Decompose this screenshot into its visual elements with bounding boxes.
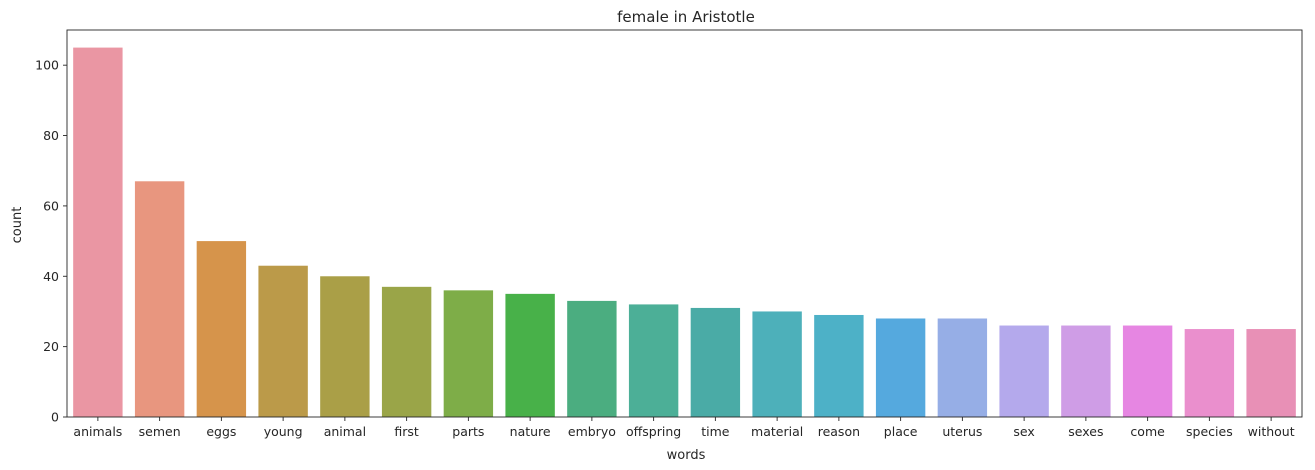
- x-tick-label: without: [1248, 424, 1295, 439]
- x-tick-label: animals: [73, 424, 122, 439]
- y-tick-label: 40: [43, 269, 59, 284]
- bar-offspring: [628, 304, 679, 417]
- bar-material: [752, 311, 802, 417]
- bar-eggs: [196, 241, 247, 417]
- plot-area: [73, 47, 1296, 417]
- x-tick-label: first: [394, 424, 419, 439]
- x-axis-label: words: [667, 448, 706, 463]
- x-tick-label: offspring: [626, 424, 681, 439]
- x-tick-label: species: [1186, 424, 1233, 439]
- x-tick-label: time: [701, 424, 730, 439]
- bar-uterus: [937, 318, 988, 417]
- x-tick-label: animal: [324, 424, 366, 439]
- plot-frame: [66, 29, 1303, 418]
- bar-sexes: [1061, 325, 1111, 417]
- x-tick-label: place: [884, 424, 918, 439]
- bar-without: [1246, 329, 1296, 417]
- chart-title: female in Aristotle: [617, 8, 755, 26]
- x-tick-label: sex: [1013, 424, 1034, 439]
- x-axis: animals semen eggs young animal first parts nat…: [73, 417, 1295, 439]
- bar-animals: [73, 47, 123, 417]
- y-tick-label: 60: [43, 198, 59, 213]
- x-tick-label: sexes: [1068, 424, 1103, 439]
- y-tick-label: 80: [43, 128, 59, 143]
- x-tick-label: reason: [818, 424, 860, 439]
- y-axis: 0 20 40 60 80 100: [35, 58, 67, 425]
- bar-animal: [320, 276, 370, 417]
- y-tick-label: 0: [51, 410, 59, 425]
- x-tick-label: young: [264, 424, 303, 439]
- x-tick-label: eggs: [206, 424, 236, 439]
- x-tick-label: nature: [510, 424, 551, 439]
- x-tick-label: semen: [139, 424, 181, 439]
- bar-parts: [443, 290, 494, 417]
- bar-embryo: [567, 300, 617, 417]
- bar-sex: [999, 325, 1049, 417]
- bar-time: [690, 307, 741, 417]
- y-tick-label: 20: [43, 339, 59, 354]
- bar-young: [258, 265, 308, 417]
- x-tick-label: parts: [452, 424, 484, 439]
- bar-species: [1184, 329, 1235, 417]
- bar-come: [1122, 325, 1173, 417]
- bar-nature: [505, 293, 555, 417]
- bar-semen: [134, 181, 185, 417]
- bar-place: [875, 318, 926, 417]
- bar-first: [381, 286, 432, 417]
- x-tick-label: embryo: [568, 424, 616, 439]
- x-tick-label: uterus: [942, 424, 982, 439]
- bar-reason: [814, 314, 864, 417]
- y-tick-label: 100: [35, 58, 59, 73]
- x-tick-label: material: [751, 424, 803, 439]
- y-axis-label: count: [10, 207, 25, 244]
- x-tick-label: come: [1130, 424, 1165, 439]
